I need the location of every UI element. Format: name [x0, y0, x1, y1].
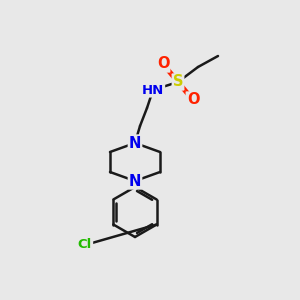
- Text: O: O: [157, 56, 169, 71]
- Text: N: N: [129, 136, 141, 151]
- Text: Cl: Cl: [78, 238, 92, 251]
- Text: N: N: [129, 173, 141, 188]
- Text: S: S: [173, 74, 183, 89]
- Text: HN: HN: [142, 83, 164, 97]
- Text: O: O: [187, 92, 199, 107]
